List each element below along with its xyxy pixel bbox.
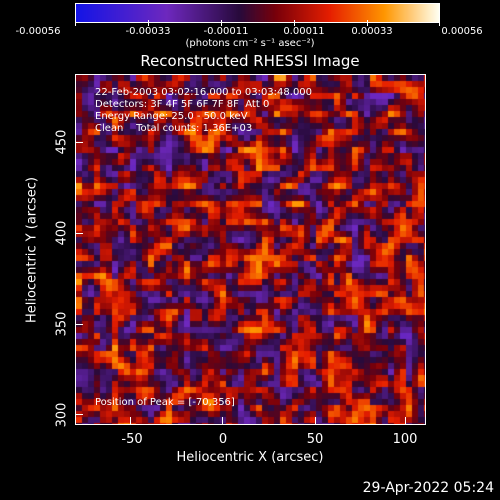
x-tick-label: 0 — [218, 432, 228, 447]
colorbar-label: 0.00056 — [441, 26, 483, 37]
colorbar-label: 0.00033 — [351, 26, 393, 37]
colorbar-label: -0.00056 — [15, 26, 61, 37]
clean-counts-text: Clean Total counts: 1.36E+03 — [95, 123, 253, 134]
colorbar-tick — [75, 20, 76, 26]
colorbar-tick — [221, 20, 222, 26]
colorbar-label: 0.00011 — [283, 26, 325, 37]
x-tick-label: 50 — [306, 432, 324, 447]
y-tick-mark — [76, 233, 83, 234]
y-tick-mark — [76, 142, 83, 143]
x-tick-mark — [222, 417, 223, 424]
energy-range-text: Energy Range: 25.0 - 50.0 keV — [95, 111, 248, 122]
x-tick-mark — [315, 417, 316, 424]
colorbar-tick — [367, 20, 368, 26]
x-tick-mark — [405, 417, 406, 424]
y-tick-mark — [76, 414, 83, 415]
y-tick-label: 350 — [54, 311, 70, 337]
image-plot — [75, 74, 426, 425]
x-tick-label: -50 — [121, 432, 143, 447]
rhessi-image — [76, 75, 425, 424]
x-tick-label: 100 — [392, 432, 418, 447]
y-tick-label: 300 — [54, 402, 70, 428]
x-tick-mark — [130, 417, 131, 424]
y-axis-label: Heliocentric Y (arcsec) — [24, 177, 40, 323]
colorbar-units: (photons cm⁻² s⁻¹ asec⁻²) — [185, 38, 315, 49]
x-axis-label: Heliocentric X (arcsec) — [176, 450, 324, 465]
colorbar — [75, 3, 440, 23]
y-tick-mark — [76, 324, 83, 325]
colorbar-tick — [439, 20, 440, 26]
colorbar-tick — [148, 20, 149, 26]
time-range-text: 22-Feb-2003 03:02:16.000 to 03:03:48.000 — [95, 87, 313, 98]
colorbar-label: -0.00011 — [203, 26, 249, 37]
colorbar-label: -0.00033 — [125, 26, 171, 37]
colorbar-tick — [294, 20, 295, 26]
y-tick-label: 450 — [54, 129, 70, 155]
y-tick-label: 400 — [54, 220, 70, 246]
timestamp-footer: 29-Apr-2022 05:24 — [362, 480, 494, 496]
detectors-text: Detectors: 3F 4F 5F 6F 7F 8F Att 0 — [95, 99, 270, 110]
plot-title: Reconstructed RHESSI Image — [140, 52, 360, 70]
peak-position-text: Position of Peak = [-70,356] — [95, 397, 235, 408]
